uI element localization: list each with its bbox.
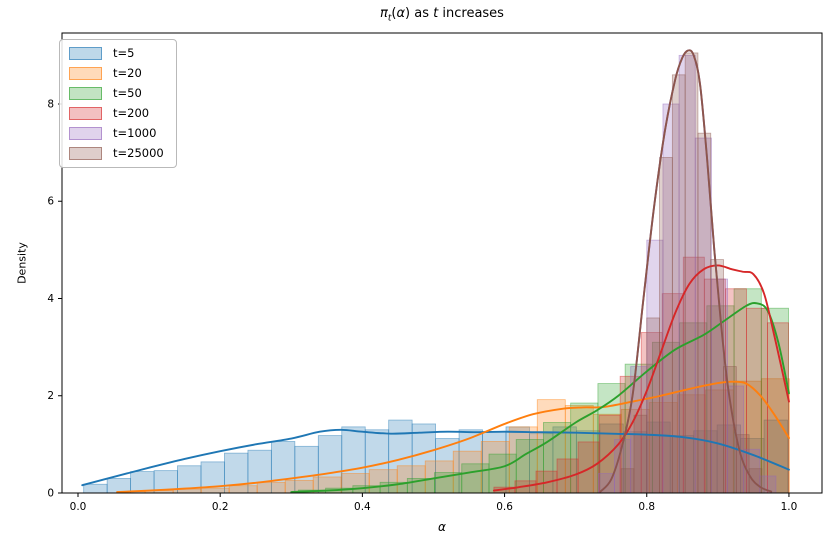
x-tick-label: 1.0 bbox=[781, 501, 798, 513]
y-axis-label: Density bbox=[15, 242, 29, 284]
legend-label-t5: t=5 bbox=[113, 46, 135, 60]
histogram-bar-t25000 bbox=[710, 259, 724, 494]
title-as: as bbox=[410, 6, 434, 21]
kde-curve-t25000 bbox=[599, 49, 773, 493]
legend-item-t1000: t=1000 bbox=[69, 127, 164, 140]
legend-label-t200: t=200 bbox=[113, 106, 150, 120]
y-tick-label: 4 bbox=[47, 293, 54, 305]
y-tick-label: 2 bbox=[47, 390, 54, 402]
title-pi: π bbox=[380, 6, 388, 21]
histogram-bar-t20 bbox=[228, 485, 258, 494]
x-axis-ticks: 0.0 0.2 0.4 0.6 0.8 1.0 bbox=[70, 493, 798, 513]
title-increases: increases bbox=[438, 6, 504, 21]
kde-curve-t50 bbox=[290, 302, 790, 493]
y-tick-label: 6 bbox=[47, 196, 54, 208]
legend-color-swatch-t50 bbox=[69, 87, 102, 100]
legend-label-t1000: t=1000 bbox=[113, 126, 157, 140]
histogram-bar-t20 bbox=[480, 441, 510, 494]
histogram-bar-t25000 bbox=[684, 52, 699, 494]
histogram-bar-t20 bbox=[760, 378, 790, 494]
histogram-bar-t5 bbox=[83, 483, 108, 494]
legend-label-t50: t=50 bbox=[113, 86, 142, 100]
legend-item-t50: t=50 bbox=[69, 87, 164, 100]
histogram-bar-t20 bbox=[732, 380, 762, 494]
title-sub-t: t bbox=[387, 13, 392, 24]
histogram-bar-t20 bbox=[396, 465, 426, 494]
kde-curve-t5 bbox=[81, 428, 790, 487]
legend-label-t20: t=20 bbox=[113, 66, 142, 80]
x-tick-label: 0.0 bbox=[70, 501, 87, 513]
histogram-bar-t200 bbox=[556, 458, 579, 494]
x-tick-label: 0.2 bbox=[212, 501, 229, 513]
legend-color-swatch-t1000 bbox=[69, 127, 102, 140]
title-alpha: α bbox=[396, 6, 406, 21]
histogram-bar-t25000 bbox=[671, 74, 686, 494]
histogram-bar-t200 bbox=[577, 441, 600, 494]
legend-item-t20: t=20 bbox=[69, 67, 164, 80]
histogram-t1000 bbox=[598, 54, 777, 494]
x-tick-label: 0.6 bbox=[496, 501, 513, 513]
histogram-bar-t20 bbox=[200, 487, 230, 494]
legend-label-t25000: t=25000 bbox=[113, 146, 164, 160]
histogram-bar-t25000 bbox=[620, 468, 635, 494]
y-axis-ticks: 0 2 4 6 8 bbox=[47, 98, 62, 500]
legend-color-swatch-t20 bbox=[69, 67, 102, 80]
x-axis-label: α bbox=[438, 520, 446, 534]
title-open-paren: ( bbox=[391, 6, 397, 21]
y-tick-label: 0 bbox=[47, 488, 54, 500]
legend-color-swatch-t200 bbox=[69, 107, 102, 120]
title-t-var: t bbox=[433, 6, 439, 21]
histogram-bar-t50 bbox=[651, 341, 680, 494]
histogram-bar-t25000 bbox=[646, 317, 660, 494]
legend-item-t25000: t=25000 bbox=[69, 147, 164, 160]
legend-item-t200: t=200 bbox=[69, 107, 164, 120]
legend-color-swatch-t5 bbox=[69, 47, 102, 60]
histogram-bar-t50 bbox=[461, 463, 490, 494]
histogram-bar-t20 bbox=[256, 481, 286, 494]
histogram-bar-t20 bbox=[536, 399, 566, 494]
kde-curve-t200 bbox=[492, 264, 790, 492]
histogram-bar-t25000 bbox=[748, 468, 763, 494]
y-tick-label: 8 bbox=[47, 98, 54, 110]
x-tick-label: 0.8 bbox=[638, 501, 655, 513]
histogram-bar-t50 bbox=[679, 322, 708, 494]
title-close-paren: ) bbox=[405, 6, 411, 21]
legend-item-t5: t=5 bbox=[69, 47, 164, 60]
chart-title: πt(α) as t increases bbox=[62, 6, 822, 24]
legend-color-swatch-t25000 bbox=[69, 147, 102, 160]
legend: t=5 t=20 t=50 t=200 t=1000 t=25000 bbox=[59, 39, 177, 168]
x-tick-label: 0.4 bbox=[354, 501, 371, 513]
histogram-bar-t25000 bbox=[633, 414, 648, 494]
histogram-bar-t50 bbox=[488, 453, 517, 494]
plot-border bbox=[61, 32, 823, 494]
kde-curve-t20 bbox=[116, 380, 790, 493]
